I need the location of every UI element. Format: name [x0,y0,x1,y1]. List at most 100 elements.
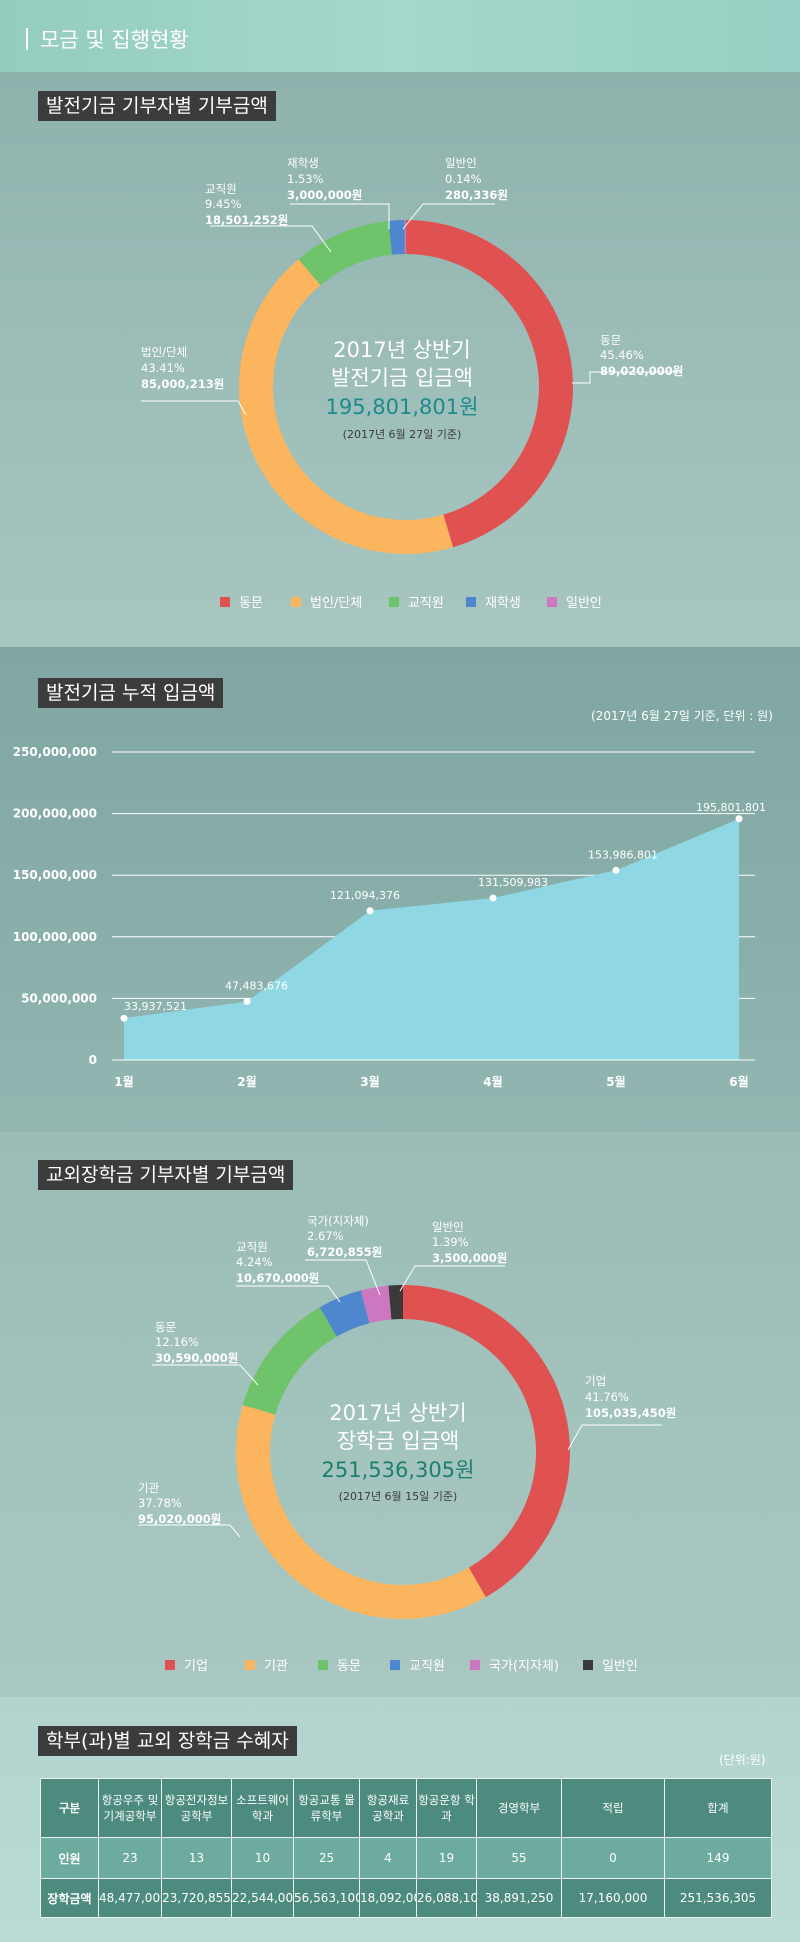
donut-slice-5 [388,1284,404,1320]
callout-line-alumni [572,371,676,384]
legend-swatch [547,597,557,607]
callout-line-student [290,203,390,229]
header-divider [26,28,28,50]
x-tick-label: 3월 [360,1074,379,1089]
table-cell: 48,477,000 [98,1878,162,1918]
donut2-label-pct-company: 41.76% [585,1390,629,1404]
table-cell: 19 [416,1837,477,1879]
data-label: 33,937,521 [124,1000,187,1013]
donut1-label-name-student: 재학생 [287,156,319,170]
table-header-cell: 항공우주 및 기계공학부 [98,1778,162,1838]
table-header-cell: 경영학부 [476,1778,562,1838]
donut2-label-pct-institution: 37.78% [138,1496,182,1510]
table-header-cell: 적립 [561,1778,665,1838]
donut-slice-1 [239,259,453,554]
table-cell: 23 [98,1837,162,1879]
donut1-label-amount-alumni: 89,020,000원 [600,364,683,378]
data-point [366,907,374,915]
donut-slice-1 [236,1405,486,1619]
table-header-cell: 소프트웨어 학과 [231,1778,294,1838]
donut2-label-name-gov: 국가(지자체) [307,1214,369,1228]
callout-line-institution [138,1524,241,1538]
donut1-label-pct-corp: 43.41% [141,361,185,375]
page-header: 모금 및 집행현황 [0,0,800,72]
callout-line-company [567,1424,662,1451]
x-tick-label: 4월 [483,1074,502,1089]
donut1-label-pct-alumni: 45.46% [600,348,644,362]
donut2-label-pct-gov: 2.67% [307,1229,344,1243]
donut-slice-0 [405,220,573,548]
x-tick-label: 6월 [729,1074,748,1089]
table-cell: 22,544,000 [231,1878,294,1918]
data-label: 195,801,801 [696,801,766,814]
section4-title: 학부(과)별 교외 장학금 수혜자 [38,1726,297,1756]
data-label: 47,483,676 [225,980,288,993]
y-tick-label: 50,000,000 [21,991,97,1005]
donut2-label-amount-alumni: 30,590,000원 [155,1351,238,1365]
donut2-center-date: (2017년 6월 15일 기준) [339,1489,458,1503]
donut2-label-pct-public: 1.39% [432,1235,469,1249]
donut1-label-name-alumni: 동문 [600,333,621,347]
data-point [612,866,620,874]
table-header-cell: 항공재료 공학과 [359,1778,417,1838]
table-header-cell: 항공전자정보 공학부 [161,1778,232,1838]
table-header-row: 구분 항공우주 및 기계공학부 항공전자정보 공학부 소프트웨어 학과 항공교통… [40,1778,772,1838]
callout-line-public2 [399,1265,505,1292]
donut2-callout-lines [138,1259,662,1538]
table-row-label: 인원 [40,1837,99,1879]
donut1-slices [239,220,573,554]
table-cell: 4 [359,1837,417,1879]
donut1-center-date: (2017년 6월 27일 기준) [343,427,462,441]
page-title: 모금 및 집행현황 [40,28,189,52]
legend-label: 동문 [239,596,263,611]
donut1-label-amount-public: 280,336원 [445,188,508,202]
donut-slice-4 [360,1285,392,1324]
section3-title: 교외장학금 기부자별 기부금액 [38,1160,294,1190]
legend-label: 법인/단체 [310,596,362,611]
legend-swatch [165,1660,175,1670]
y-tick-label: 100,000,000 [13,930,97,944]
callout-line-gov [305,1259,381,1296]
legend-swatch [583,1660,593,1670]
y-tick-label: 0 [89,1053,97,1067]
callout-line-staff2 [236,1285,341,1303]
donut2-label-amount-institution: 95,020,000원 [138,1512,221,1526]
y-tick-label: 250,000,000 [13,745,97,759]
table-cell: 17,160,000 [561,1878,665,1918]
donut1-center-line1: 2017년 상반기 [333,338,470,362]
donut1-label-name-staff: 교직원 [205,182,237,196]
donut1-label-pct-student: 1.53% [287,172,324,186]
donut1-label-name-public: 일반인 [445,156,477,170]
donut2-label-amount-staff: 10,670,000원 [236,1271,319,1285]
donut2-legend: 기업 기관 동문 교직원 국가(지자체) 일반인 [165,1659,638,1674]
legend-label: 일반인 [602,1659,638,1674]
callout-line-corp [141,400,247,416]
donut1-label-pct-public: 0.14% [445,172,482,186]
donut2-center-line2: 장학금 입금액 [337,1429,460,1453]
legend-swatch [220,597,230,607]
donut1-callout-lines [141,203,676,416]
donut-chart-scholarship: 2017년 상반기 장학금 입금액 251,536,305원 (2017년 6월… [138,1214,676,1674]
x-tick-label: 5월 [606,1074,625,1089]
legend-label: 국가(지자체) [489,1659,559,1674]
legend-label: 재학생 [485,596,521,611]
area-series [124,818,739,1060]
y-tick-label: 200,000,000 [13,807,97,821]
donut2-label-amount-company: 105,035,450원 [585,1406,676,1420]
table-header-cell: 항공교통 물류학부 [293,1778,360,1838]
legend-swatch [291,597,301,607]
legend-swatch [390,1660,400,1670]
donut-slice-3 [319,1290,370,1337]
donut2-label-pct-staff: 4.24% [236,1255,273,1269]
section2-title: 발전기금 누적 입금액 [38,678,224,708]
donut-slice-0 [402,1285,570,1598]
table-unit-note: (단위:원) [719,1753,766,1767]
table-row-label: 장학금액 [40,1878,99,1918]
legend-label: 교직원 [408,596,444,611]
donut2-center-line1: 2017년 상반기 [329,1401,466,1425]
legend-label: 기관 [264,1659,288,1674]
y-tick-label: 150,000,000 [13,868,97,882]
legend-swatch [466,597,476,607]
donut1-legend: 동문 법인/단체 교직원 재학생 일반인 [220,596,602,611]
x-tick-label: 2월 [237,1074,256,1089]
